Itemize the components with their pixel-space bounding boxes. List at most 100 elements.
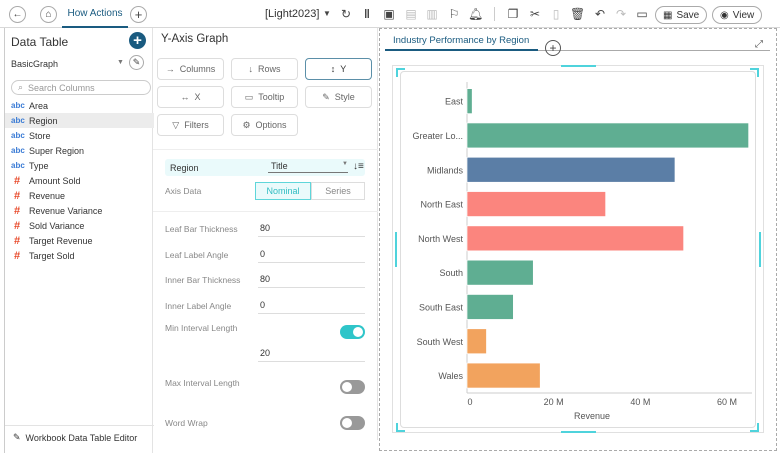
comment-icon[interactable]: ▭ — [636, 7, 648, 21]
refresh-icon[interactable]: ↻ — [340, 7, 352, 21]
region-label: Region — [170, 163, 199, 173]
column-item[interactable]: # Sold Variance — [11, 218, 156, 233]
column-item[interactable]: # Target Sold — [11, 248, 156, 263]
tab-industry-performance[interactable]: Industry Performance by Region — [385, 35, 538, 51]
text-type-icon: abc — [11, 161, 25, 170]
excel-icon[interactable]: ▥ — [426, 7, 438, 21]
style-button[interactable]: ✎ Style — [305, 86, 372, 108]
delete-icon[interactable]: 🗑︎ — [570, 7, 586, 21]
y-button[interactable]: ↕ Y — [305, 58, 372, 80]
column-item[interactable]: # Revenue Variance — [11, 203, 156, 218]
field-input[interactable]: 80 — [258, 274, 365, 288]
text-type-icon: abc — [11, 146, 25, 155]
resize-handle[interactable] — [561, 431, 596, 433]
resize-handle[interactable] — [750, 68, 759, 77]
top-toolbar: ← ⌂ How Actions + [Light2023] ▼ ↻ ‖ ▣ ▤ … — [0, 0, 780, 28]
bookmark-icon[interactable]: ⚐ — [448, 7, 460, 21]
column-item[interactable]: abc Type — [11, 158, 156, 173]
resize-handle[interactable] — [396, 68, 405, 77]
field-input[interactable]: 0 — [258, 249, 365, 263]
column-item[interactable]: # Amount Sold — [11, 173, 156, 188]
arrow-horizontal-icon: ↔ — [180, 92, 190, 102]
tooltip-button[interactable]: ▭ Tooltip — [231, 86, 298, 108]
workbook-data-table-editor-link[interactable]: ✎ Workbook Data Table Editor — [13, 432, 138, 443]
save-button[interactable]: ▦ Save — [655, 6, 708, 24]
rows-button[interactable]: ↓ Rows — [231, 58, 298, 80]
back-icon[interactable]: ← — [9, 6, 26, 23]
divider — [538, 50, 770, 51]
edit-icon: ✎ — [13, 432, 21, 442]
tab-how-actions[interactable]: How Actions — [62, 0, 128, 28]
category-label: Greater Lo... — [412, 131, 463, 141]
options-button[interactable]: ⚙ Options — [231, 114, 298, 136]
column-name: Target Revenue — [29, 235, 93, 246]
column-name: Region — [29, 115, 58, 126]
x-tick-label: 20 M — [544, 397, 564, 407]
column-item[interactable]: abc Region — [5, 113, 154, 128]
field-input[interactable]: 0 — [258, 300, 365, 314]
add-tab-icon[interactable]: + — [130, 6, 147, 23]
nominal-toggle[interactable]: Nominal — [255, 182, 311, 200]
chevron-down-icon[interactable]: ▼ — [117, 59, 124, 66]
divider — [153, 211, 378, 212]
resize-handle[interactable] — [759, 232, 761, 267]
resize-handle[interactable] — [396, 423, 405, 432]
numeric-type-icon: # — [14, 219, 21, 232]
resize-handle[interactable] — [561, 65, 596, 67]
min-interval-input[interactable]: 20 — [258, 348, 365, 362]
home-icon[interactable]: ⌂ — [40, 6, 57, 23]
resize-handle[interactable] — [750, 423, 759, 432]
view-button[interactable]: ◉ View — [712, 6, 763, 24]
column-item[interactable]: abc Store — [11, 128, 156, 143]
sort-icon[interactable]: ↓≡ — [353, 161, 364, 172]
column-item[interactable]: # Revenue — [11, 188, 156, 203]
category-label: South — [439, 268, 463, 278]
panel-title: Y-Axis Graph — [161, 33, 229, 45]
search-input[interactable]: ⌕ Search Columns — [11, 80, 151, 95]
title-select[interactable]: Title ▼ — [268, 161, 348, 173]
column-item[interactable]: # Target Revenue — [11, 233, 156, 248]
word-wrap-label: Word Wrap — [165, 418, 208, 428]
word-wrap-toggle[interactable] — [340, 416, 365, 430]
bar — [466, 122, 750, 149]
cut-icon[interactable]: ✂ — [529, 7, 541, 21]
column-item[interactable]: abc Area — [11, 98, 156, 113]
copy-icon[interactable]: ❐ — [507, 7, 519, 21]
edit-icon[interactable]: ✎ — [129, 55, 144, 70]
add-tab-icon[interactable]: + — [545, 40, 561, 56]
gear-icon: ⚙ — [242, 119, 251, 130]
columns-button[interactable]: → Columns — [157, 58, 224, 80]
max-interval-toggle[interactable] — [340, 380, 365, 394]
filters-button[interactable]: ▽ Filters — [157, 114, 224, 136]
tooltip-icon: ▭ — [244, 91, 254, 102]
divider — [153, 149, 378, 150]
resize-handle[interactable] — [395, 232, 397, 267]
bar-chart: East Greater Lo... Midlands North East North… — [412, 82, 752, 421]
min-interval-toggle[interactable] — [340, 325, 365, 339]
bar — [466, 88, 473, 115]
pdf-icon[interactable]: ▤ — [405, 7, 417, 21]
x-button[interactable]: ↔ X — [157, 86, 224, 108]
bar — [466, 156, 676, 183]
region-row: Region Title ▼ ↓≡ — [165, 159, 365, 176]
bell-icon[interactable]: 🔔︎ — [468, 7, 484, 21]
pause-icon[interactable]: ‖ — [364, 7, 370, 21]
series-toggle[interactable]: Series — [311, 182, 365, 200]
paste-icon[interactable]: ▯ — [552, 7, 560, 21]
redo-icon[interactable]: ↷ — [615, 7, 627, 21]
field-input[interactable]: 80 — [258, 223, 365, 237]
column-item[interactable]: abc Super Region — [11, 143, 156, 158]
snapshot-icon[interactable]: ▣ — [383, 7, 395, 21]
chevron-down-icon[interactable]: ▼ — [323, 9, 331, 18]
numeric-type-icon: # — [14, 234, 21, 247]
column-name: Target Sold — [29, 250, 75, 261]
bar — [466, 362, 541, 389]
divider — [494, 7, 495, 21]
x-tick-label: 60 M — [717, 397, 737, 407]
column-name: Store — [29, 130, 51, 141]
maximize-icon[interactable]: ⤢ — [755, 39, 763, 50]
theme-select[interactable]: [Light2023] — [265, 8, 320, 20]
add-data-table-button[interactable]: + — [129, 32, 146, 49]
undo-icon[interactable]: ↶ — [594, 7, 606, 21]
search-icon: ⌕ — [18, 82, 24, 92]
